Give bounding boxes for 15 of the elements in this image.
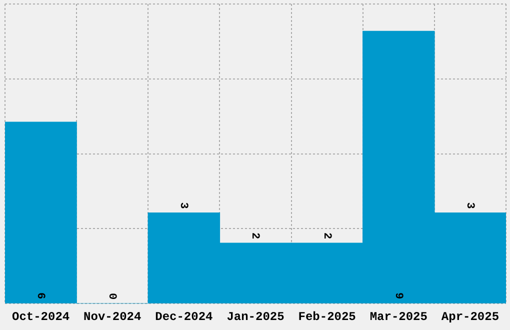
bar xyxy=(5,122,77,304)
x-tick-label: Jan-2025 xyxy=(226,310,284,324)
x-tick-label: Dec-2024 xyxy=(155,310,213,324)
data-label: 3 xyxy=(463,202,476,210)
x-tick-label: Oct-2024 xyxy=(12,310,70,324)
data-label: 2 xyxy=(320,232,332,240)
data-label: 9 xyxy=(392,292,404,300)
data-label: 6 xyxy=(34,292,46,300)
x-tick-label: Nov-2024 xyxy=(84,310,142,324)
data-label: 0 xyxy=(106,292,118,300)
data-label: 3 xyxy=(177,202,190,210)
x-tick-label: Mar-2025 xyxy=(370,310,428,324)
x-tick-label: Feb-2025 xyxy=(298,310,356,324)
x-tick-label: Apr-2025 xyxy=(441,310,500,324)
data-label: 2 xyxy=(248,232,261,240)
